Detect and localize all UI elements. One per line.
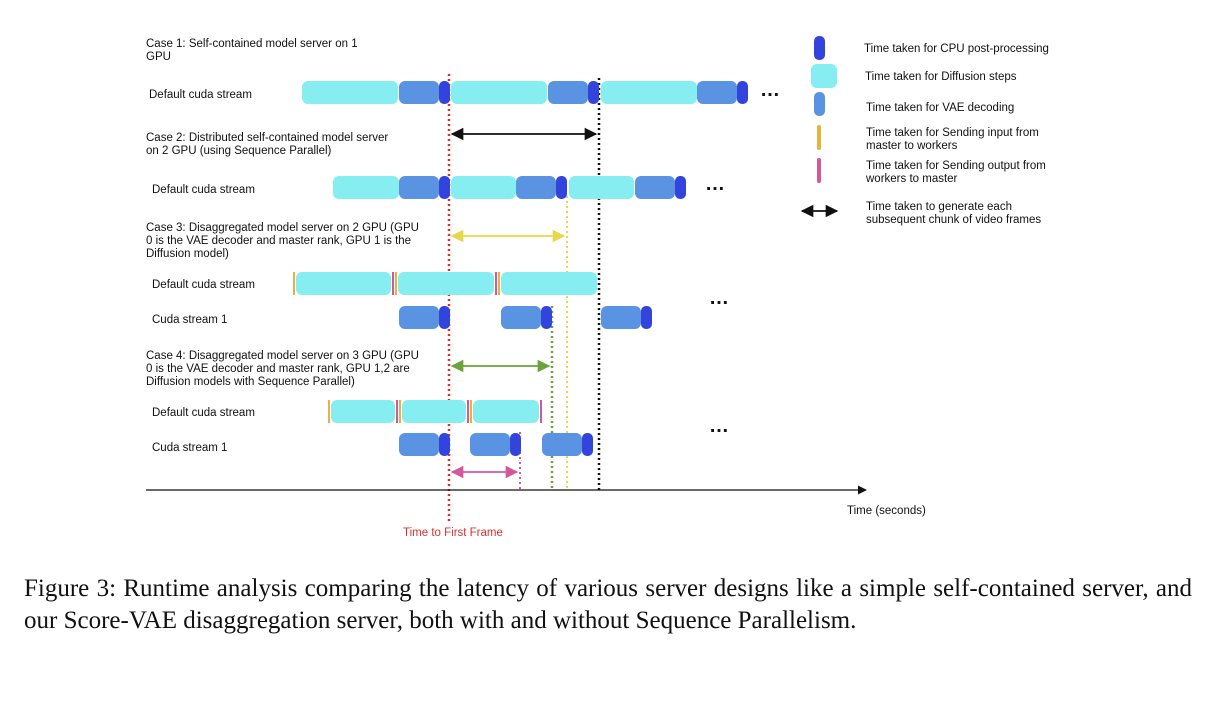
vae-block [516, 176, 556, 199]
cpu-post-block [641, 306, 652, 329]
vae-block [601, 306, 641, 329]
diffusion-block [451, 176, 516, 199]
time-to-first-frame-label: Time to First Frame [403, 527, 503, 539]
send-input-mark [399, 400, 401, 423]
send-input-mark [328, 400, 330, 423]
legend-send-output-swatch [817, 158, 821, 183]
case-2-default-stream [333, 176, 686, 199]
vae-block [635, 176, 675, 199]
case-4-stream1 [399, 433, 593, 456]
case-2-title: Case 2: Distributed self-contained model… [146, 132, 391, 157]
legend-cpu-post-label: Time taken for CPU post-processing [864, 43, 1049, 55]
diffusion-block [296, 272, 391, 295]
case-3-ellipsis: … [709, 287, 729, 309]
vae-block [470, 433, 510, 456]
case-3-default-stream [293, 272, 597, 295]
legend-vae-label: Time taken for VAE decoding [866, 102, 1014, 114]
case-4-default-stream [328, 400, 542, 423]
diffusion-block [473, 400, 539, 423]
case-1-default-stream-label: Default cuda stream [149, 89, 252, 101]
runtime-analysis-diagram: Case 1: Self-contained model server on 1… [146, 36, 1049, 539]
legend-chunk-arrow-label: Time taken to generate each subsequent c… [866, 201, 1041, 226]
diffusion-block [451, 81, 547, 104]
send-output-mark [495, 272, 497, 295]
send-output-mark [467, 400, 469, 423]
cpu-post-block [439, 433, 450, 456]
case-2-ellipsis: … [705, 173, 725, 195]
case-3-title: Case 3: Disaggregated model server on 2 … [146, 222, 422, 260]
diffusion-block [302, 81, 398, 104]
cpu-post-block [588, 81, 599, 104]
case-2-default-stream-label: Default cuda stream [152, 184, 255, 196]
legend-cpu-post-swatch [814, 36, 825, 60]
legend-diffusion-label: Time taken for Diffusion steps [865, 71, 1017, 83]
send-input-mark [470, 400, 472, 423]
send-output-mark [392, 272, 394, 295]
vae-block [399, 176, 439, 199]
case-4-ellipsis: … [709, 415, 729, 437]
legend-send-input-swatch [817, 125, 821, 150]
diffusion-block [333, 176, 399, 199]
send-output-mark [540, 400, 542, 423]
case-1-ellipsis: … [760, 79, 780, 101]
vae-block [399, 433, 439, 456]
case-1-title: Case 1: Self-contained model server on 1… [146, 38, 361, 63]
diffusion-block [402, 400, 466, 423]
cpu-post-block [510, 433, 521, 456]
figure-caption: Figure 3: Runtime analysis comparing the… [24, 575, 1192, 634]
case-1-default-stream [302, 81, 748, 104]
case-4-stream1-label: Cuda stream 1 [152, 442, 227, 454]
vae-block [399, 306, 439, 329]
cpu-post-block [541, 306, 552, 329]
vae-block [399, 81, 439, 104]
legend-send-input-label: Time taken for Sending input from master… [866, 127, 1042, 152]
vae-block [542, 433, 582, 456]
diffusion-block [569, 176, 634, 199]
legend: Time taken for CPU post-processing Time … [800, 36, 1049, 226]
diffusion-block [601, 81, 697, 104]
legend-vae-swatch [814, 92, 825, 116]
cpu-post-block [556, 176, 567, 199]
cpu-post-block [439, 176, 450, 199]
send-input-mark [498, 272, 500, 295]
cpu-post-block [439, 81, 450, 104]
vae-block [548, 81, 588, 104]
legend-diffusion-swatch [811, 64, 837, 88]
send-input-mark [293, 272, 295, 295]
cpu-post-block [675, 176, 686, 199]
diffusion-block [331, 400, 395, 423]
case-3-stream1-label: Cuda stream 1 [152, 314, 227, 326]
send-input-mark [395, 272, 397, 295]
case-4-title: Case 4: Disaggregated model server on 3 … [146, 350, 422, 388]
send-output-mark [396, 400, 398, 423]
cpu-post-block [737, 81, 748, 104]
case-3-default-stream-label: Default cuda stream [152, 279, 255, 291]
cpu-post-block [439, 306, 450, 329]
vae-block [501, 306, 541, 329]
diffusion-block [501, 272, 597, 295]
cpu-post-block [582, 433, 593, 456]
case-3-stream1 [399, 306, 652, 329]
case-4-default-stream-label: Default cuda stream [152, 407, 255, 419]
legend-send-output-label: Time taken for Sending output from worke… [865, 160, 1049, 185]
time-axis-label: Time (seconds) [847, 505, 926, 517]
diffusion-block [398, 272, 494, 295]
vae-block [697, 81, 737, 104]
